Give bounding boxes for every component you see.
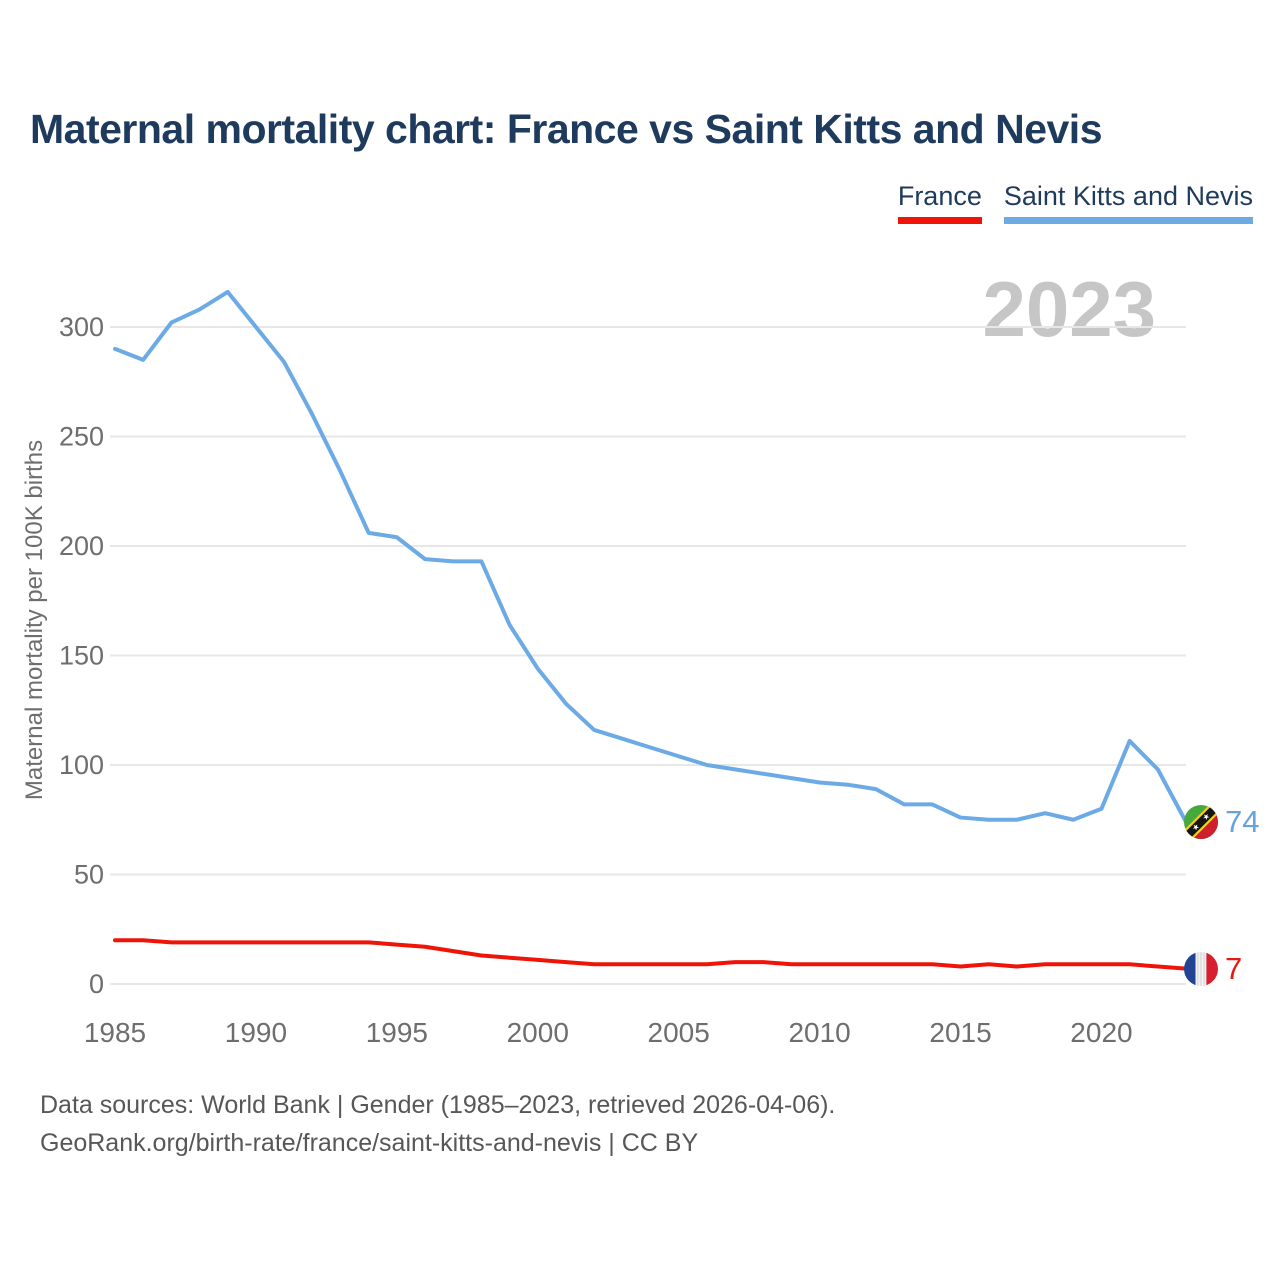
footer-attribution-url: GeoRank.org/birth-rate/france/saint-kitt… xyxy=(40,1129,699,1157)
endpoint-value-saint-kitts-and-nevis: 74 xyxy=(1225,803,1260,839)
footer: Data sources: World Bank | Gender (1985–… xyxy=(40,1086,835,1162)
x-tick-label-1985: 1985 xyxy=(84,1017,146,1048)
y-tick-label-100: 100 xyxy=(59,750,104,780)
legend-item-france[interactable]: France xyxy=(897,183,982,224)
x-tick-label-1990: 1990 xyxy=(225,1017,287,1048)
saint-kitts-and-nevis-flag-icon xyxy=(1184,804,1218,839)
y-tick-label-50: 50 xyxy=(74,860,104,890)
france-flag-icon xyxy=(1184,951,1218,986)
year-watermark: 2023 xyxy=(982,265,1156,353)
x-tick-label-2015: 2015 xyxy=(929,1017,991,1048)
y-tick-label-150: 150 xyxy=(59,641,104,671)
endpoint-value-france: 7 xyxy=(1225,950,1243,986)
x-tick-label-2020: 2020 xyxy=(1070,1017,1132,1048)
x-tick-label-2000: 2000 xyxy=(507,1017,569,1048)
x-tick-label-1995: 1995 xyxy=(366,1017,428,1048)
y-tick-label-0: 0 xyxy=(89,969,104,999)
x-tick-label-2005: 2005 xyxy=(648,1017,710,1048)
y-tick-label-300: 300 xyxy=(59,312,104,342)
chart-title: Maternal mortality chart: France vs Sain… xyxy=(30,106,1103,152)
footer-data-sources: Data sources: World Bank | Gender (1985–… xyxy=(40,1091,836,1119)
y-axis-title: Maternal mortality per 100K births xyxy=(21,440,48,800)
y-tick-label-250: 250 xyxy=(59,422,104,452)
x-tick-label-2010: 2010 xyxy=(788,1017,850,1048)
endpoint-saint-kitts-and-nevis: 74 xyxy=(1184,803,1260,839)
legend: France Saint Kitts and Nevis xyxy=(897,183,1253,224)
france-line-series[interactable] xyxy=(113,938,1188,971)
saint-kitts-and-nevis-line-series[interactable] xyxy=(113,289,1188,824)
endpoint-france: 7 xyxy=(1184,950,1243,986)
legend-item-saint-kitts-and-nevis[interactable]: Saint Kitts and Nevis xyxy=(1003,183,1253,224)
y-tick-label-200: 200 xyxy=(59,531,104,561)
